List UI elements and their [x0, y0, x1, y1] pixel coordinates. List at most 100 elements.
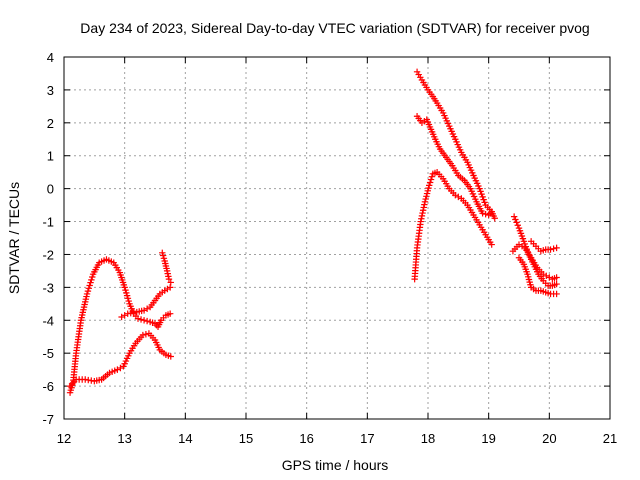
data-marks — [66, 68, 560, 396]
series-arc7 — [413, 68, 498, 222]
data-point — [87, 279, 94, 286]
data-point — [553, 290, 560, 298]
x-tick-label: 16 — [299, 431, 313, 446]
data-point — [476, 185, 483, 192]
data-point — [426, 182, 433, 189]
data-point — [160, 255, 168, 262]
y-tick-label: 4 — [47, 50, 54, 65]
data-point — [85, 285, 92, 292]
data-point — [419, 207, 427, 214]
axis-ticks — [63, 56, 611, 420]
y-tick-label: 2 — [47, 116, 54, 131]
data-point — [426, 179, 434, 186]
data-point — [479, 193, 486, 201]
data-point — [84, 287, 92, 295]
y-axis-label: SDTVAR / TECUs — [6, 182, 22, 294]
series-arc6 — [413, 113, 495, 219]
data-point — [123, 289, 130, 297]
y-tick-label: -6 — [42, 379, 54, 394]
x-tick-label: 15 — [239, 431, 253, 446]
data-point — [514, 222, 521, 229]
data-point — [83, 290, 91, 298]
data-point — [134, 315, 142, 322]
series-arc3 — [118, 284, 174, 321]
plot-frame — [63, 56, 611, 420]
x-tick-label: 13 — [117, 431, 131, 446]
data-point — [159, 249, 166, 257]
data-point — [422, 195, 429, 203]
data-point — [479, 210, 486, 217]
data-point — [491, 215, 498, 222]
series-arc10 — [515, 254, 560, 298]
data-point — [125, 297, 132, 305]
data-point — [121, 284, 128, 291]
x-tick-label: 18 — [421, 431, 435, 446]
data-point — [428, 173, 436, 180]
y-tick-label: -5 — [42, 346, 54, 361]
x-tick-label: 21 — [603, 431, 617, 446]
y-tick-label: -2 — [42, 247, 54, 262]
data-point — [139, 331, 147, 339]
data-point — [123, 292, 131, 299]
data-point — [480, 196, 487, 203]
series-arc11 — [527, 238, 560, 255]
data-point — [477, 188, 484, 195]
data-point — [166, 310, 174, 317]
data-point — [553, 244, 560, 252]
data-point — [137, 316, 145, 323]
x-tick-label: 17 — [360, 431, 374, 446]
data-point — [164, 270, 171, 277]
x-tick-label: 19 — [481, 431, 495, 446]
data-point — [159, 252, 167, 259]
data-point — [419, 209, 426, 217]
data-point — [418, 215, 425, 222]
series-arc2 — [66, 330, 174, 390]
data-point — [423, 190, 431, 197]
data-point — [89, 273, 96, 281]
data-point — [553, 274, 560, 281]
data-point — [421, 198, 429, 205]
data-point — [417, 218, 424, 225]
y-tick-label: 3 — [47, 83, 54, 98]
y-tick-label: 0 — [47, 182, 54, 197]
data-point — [553, 280, 560, 288]
series-arc5 — [411, 168, 495, 283]
x-axis-label: GPS time / hours — [282, 457, 389, 473]
data-point — [124, 295, 132, 302]
data-point — [513, 219, 520, 226]
data-point — [425, 184, 432, 192]
series-arc4 — [159, 249, 174, 286]
data-point — [166, 284, 174, 291]
data-point — [421, 201, 428, 208]
x-tick-label: 12 — [57, 431, 71, 446]
data-point — [424, 187, 431, 195]
data-point — [165, 273, 172, 280]
data-point — [140, 317, 148, 324]
data-point — [165, 275, 173, 283]
data-point — [547, 246, 554, 253]
data-point — [167, 279, 174, 286]
data-point — [427, 176, 435, 183]
data-point — [88, 276, 95, 284]
grid — [64, 57, 610, 419]
y-tick-label: -3 — [42, 280, 54, 295]
data-point — [481, 199, 488, 206]
x-tick-label: 20 — [542, 431, 556, 446]
data-point — [510, 213, 518, 220]
data-point — [478, 190, 485, 198]
series-arc1 — [66, 256, 174, 396]
y-tick-label: -4 — [42, 313, 54, 328]
data-point — [122, 286, 129, 294]
data-point — [482, 210, 489, 218]
x-tick-label: 14 — [178, 431, 192, 446]
data-point — [163, 267, 171, 275]
data-point — [488, 241, 495, 248]
series-arc9 — [510, 213, 560, 289]
data-point — [423, 193, 430, 200]
data-point — [167, 353, 174, 360]
data-point — [142, 331, 150, 338]
data-point — [418, 212, 426, 220]
y-tick-label: -7 — [42, 412, 54, 427]
